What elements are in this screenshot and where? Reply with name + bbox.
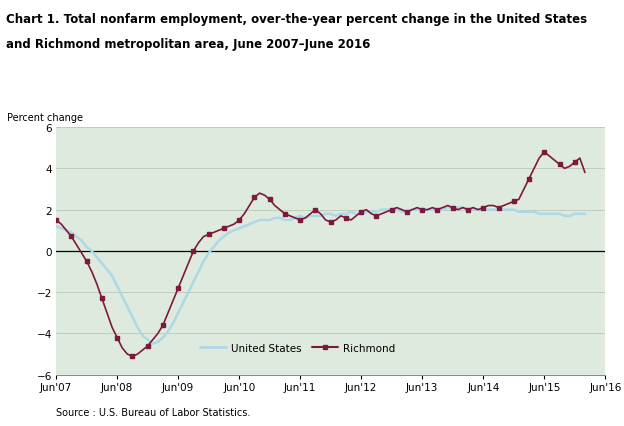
Text: Source : U.S. Bureau of Labor Statistics.: Source : U.S. Bureau of Labor Statistics… [56, 408, 250, 417]
Richmond [129, 354, 136, 359]
United States [261, 218, 268, 223]
Richmond [52, 218, 60, 223]
Line: Richmond: Richmond [54, 150, 587, 358]
Richmond [439, 206, 446, 211]
Text: Percent change: Percent change [7, 113, 83, 123]
United States [52, 224, 60, 229]
United States [286, 218, 294, 223]
Legend: United States, Richmond: United States, Richmond [196, 339, 400, 357]
Line: United States: United States [56, 208, 585, 344]
United States [149, 342, 157, 347]
Richmond [124, 352, 131, 357]
Richmond [444, 204, 451, 209]
Richmond [581, 170, 588, 176]
United States [449, 206, 457, 211]
Text: and Richmond metropolitan area, June 2007–June 2016: and Richmond metropolitan area, June 200… [6, 38, 371, 51]
United States [581, 212, 588, 217]
Richmond [540, 150, 548, 155]
Text: Chart 1. Total nonfarm employment, over-the-year percent change in the United St: Chart 1. Total nonfarm employment, over-… [6, 13, 587, 26]
United States [57, 226, 65, 231]
Richmond [286, 214, 294, 219]
United States [124, 304, 131, 309]
Richmond [261, 193, 268, 199]
United States [444, 206, 451, 211]
United States [439, 207, 446, 213]
Richmond [57, 222, 65, 227]
